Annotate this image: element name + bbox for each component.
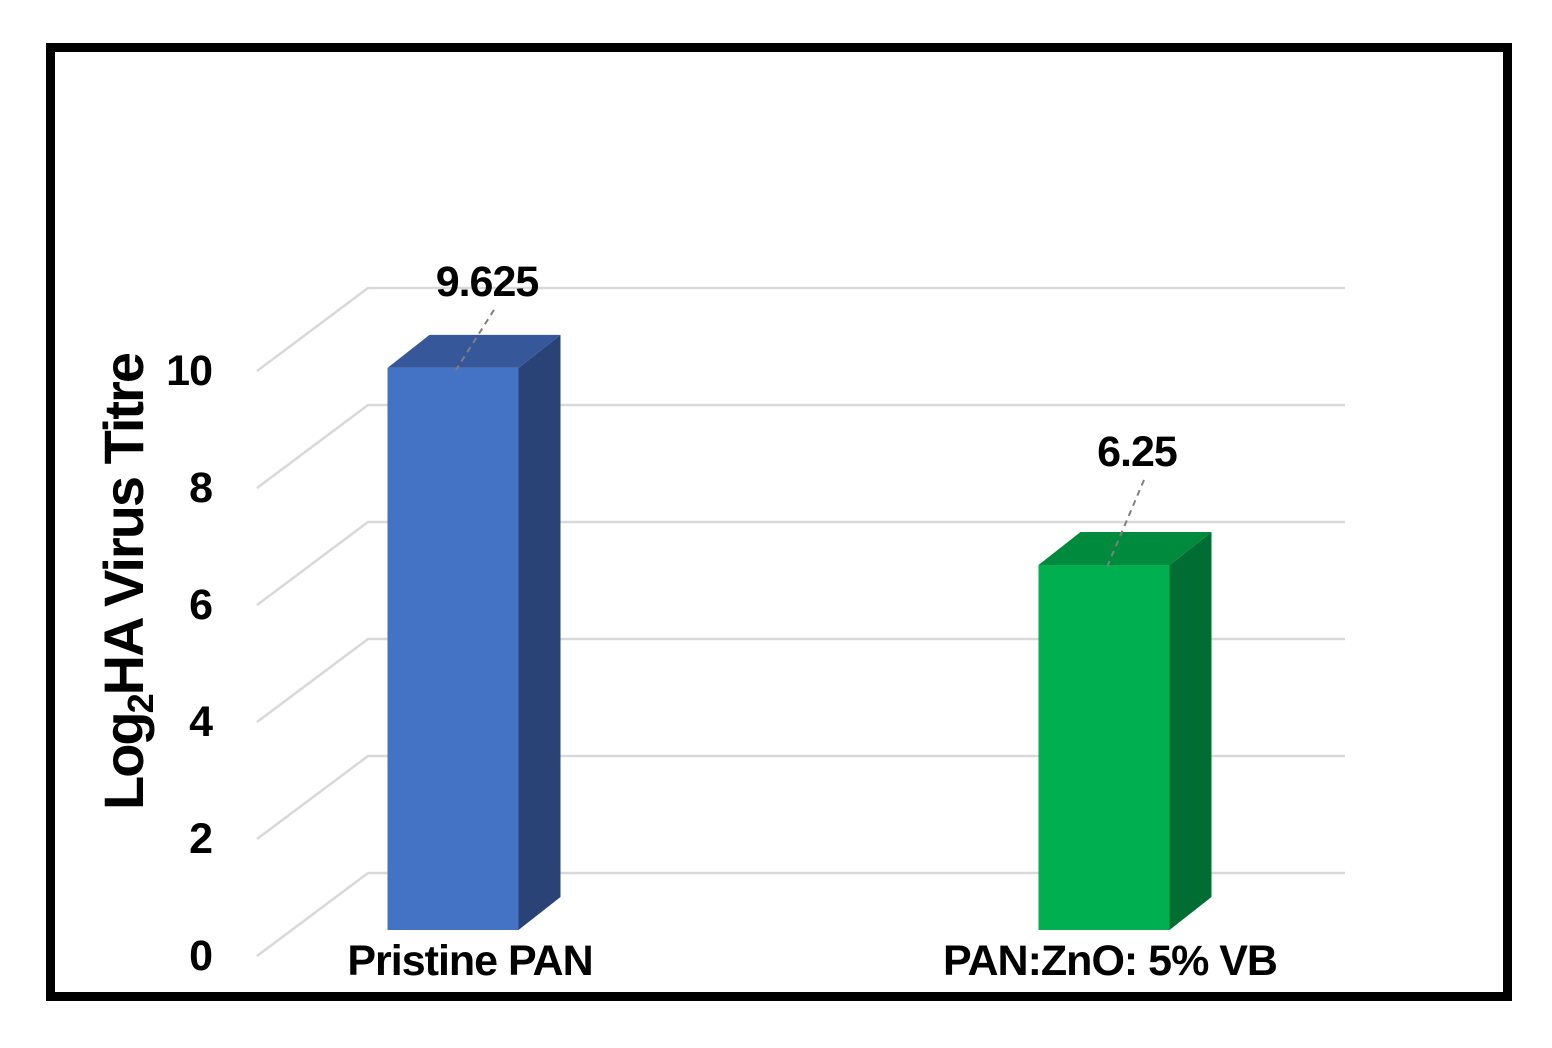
y-tick-label: 10 [166, 347, 212, 395]
h-gridline [256, 871, 1345, 958]
h-gridline [256, 637, 1345, 724]
y-axis-title-subscript: 2 [120, 694, 161, 713]
y-axis-title-suffix: HA Virus Titre [92, 353, 155, 695]
bar-side-face [518, 334, 561, 930]
h-gridline [256, 286, 1345, 373]
bar-front-face [387, 367, 519, 930]
h-gridline [256, 520, 1345, 607]
y-tick-label: 8 [189, 464, 212, 512]
chart-frame [46, 43, 1512, 1001]
y-axis-ticks: 0 2 4 6 8 10 [166, 347, 214, 980]
bars [387, 334, 1212, 930]
y-axis-title: Log2HA Virus Titre [92, 353, 161, 810]
bar-top-face [1038, 532, 1212, 565]
data-labels: 9.625 6.25 [436, 258, 1178, 568]
y-tick-label: 0 [189, 932, 212, 980]
leader-line [455, 309, 495, 371]
bar-top-face [387, 334, 561, 368]
y-axis-title-prefix: Log [92, 713, 155, 810]
y-tick-label: 4 [189, 698, 213, 746]
h-gridline [256, 403, 1345, 490]
x-category-label: Pristine PAN [347, 937, 592, 985]
leader-line [1106, 479, 1145, 568]
data-label: 6.25 [1097, 428, 1177, 476]
y-tick-label: 2 [189, 815, 212, 863]
bar-front-face [1038, 565, 1170, 930]
y-tick-label: 6 [189, 581, 212, 629]
x-category-labels: Pristine PAN PAN:ZnO: 5% VB [347, 937, 1278, 985]
data-label: 9.625 [436, 258, 539, 306]
x-category-label: PAN:ZnO: 5% VB [943, 937, 1277, 985]
gridlines [256, 286, 1345, 958]
h-gridline [256, 754, 1345, 841]
bar-side-face [1169, 532, 1212, 930]
